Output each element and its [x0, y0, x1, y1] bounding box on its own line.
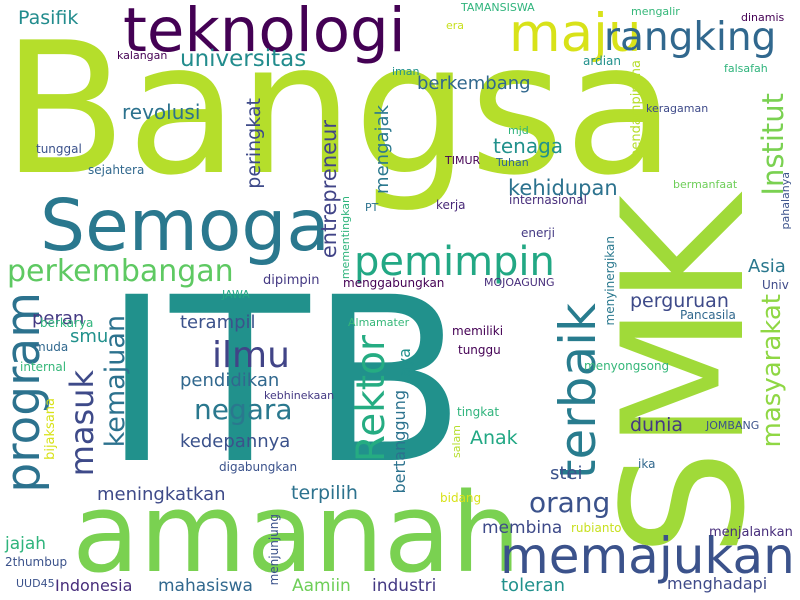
word-jombang: JOMBANG — [706, 419, 760, 432]
word-peran: peran — [32, 308, 85, 329]
word-internasional: internasional — [509, 193, 587, 207]
word-tamansiswa: TAMANSISWA — [461, 1, 535, 14]
word-jawa: JAWA — [222, 288, 250, 301]
word-revolusi: revolusi — [122, 100, 201, 124]
word-bijaksana: bijaksana — [43, 398, 58, 460]
word-perkembangan: perkembangan — [7, 254, 234, 289]
word-kedepannya: kedepannya — [180, 431, 291, 452]
word-mengalir: mengalir — [631, 5, 680, 18]
word-toleran: toleran — [501, 575, 565, 596]
word-dinamis: dinamis — [741, 11, 785, 24]
word-maju: maju — [509, 3, 642, 64]
word-mjd: mjd — [508, 124, 529, 137]
word-internal: internal — [20, 360, 67, 374]
word-tunggu: tunggu — [458, 343, 501, 357]
word-berkembang: berkembang — [417, 73, 531, 94]
word-jajah: jajah — [5, 534, 47, 554]
word-kebhinekaan: kebhinekaan — [264, 389, 335, 402]
word-bermanfaat: bermanfaat — [673, 178, 738, 191]
word-universitas: universitas — [180, 46, 307, 72]
word-orang: orang — [529, 486, 611, 519]
word-uud45: UUD45 — [16, 577, 55, 590]
word-anak: Anak — [470, 427, 518, 449]
word-kerja: kerja — [436, 198, 466, 212]
word-mojoagung: MOJOAGUNG — [484, 276, 555, 289]
word-enerji: enerji — [521, 226, 555, 240]
word-kalangan: kalangan — [117, 49, 168, 62]
word-era: era — [446, 19, 465, 32]
word-aamiin: Aamiin — [292, 576, 351, 596]
word-mengajak: mengajak — [372, 105, 393, 194]
word-rektor: Rektor — [349, 335, 394, 463]
word-menyinergikan: menyinergikan — [603, 236, 617, 326]
word-terbaik: terbaik — [549, 303, 607, 480]
word-pemimpin: pemimpin — [354, 239, 555, 285]
word-pendampinhna: pendampinhna — [629, 60, 644, 158]
word-kehidupan: kehidupan — [508, 176, 618, 200]
word-masyarakat: masyarakat — [757, 294, 787, 448]
word-entrepreneur: entrepreneur — [317, 120, 341, 259]
word-muda: muda — [34, 340, 69, 354]
word-indonesia: Indonesia — [55, 576, 133, 595]
word-rubianto: rubianto — [571, 521, 622, 535]
word-itb: ITB — [103, 248, 466, 514]
word-perguruan: perguruan — [630, 290, 729, 312]
word-mementingkan: mementingkan — [339, 196, 352, 280]
word-2thumbup: 2thumbup — [5, 555, 68, 569]
word-timur: TIMUR — [445, 154, 481, 167]
word-terpilih: terpilih — [291, 482, 358, 504]
word-dunia: dunia — [630, 414, 684, 436]
word-dipimpin: dipimpin — [263, 273, 320, 288]
word-menggabungkan: menggabungkan — [343, 276, 445, 290]
word-keragaman: keragaman — [646, 102, 709, 115]
word-amanah: amanah — [72, 469, 521, 597]
word-meningkatkan: meningkatkan — [97, 484, 226, 505]
word-menyongsong: menyongsong — [584, 359, 670, 373]
word-negara: negara — [194, 393, 293, 426]
word-almamater: Almamater — [348, 316, 410, 329]
word-salam: salam — [450, 425, 463, 458]
word-smk: SMK — [586, 195, 782, 557]
word-digabungkan: digabungkan — [219, 460, 298, 474]
word-pt: PT — [365, 201, 379, 214]
word-rangking: rangking — [604, 15, 777, 60]
word-jaya: jaya — [395, 348, 414, 382]
word-tenaga: tenaga — [493, 134, 564, 158]
word-pancasila: Pancasila — [680, 308, 736, 322]
word-semoga: Semoga — [40, 184, 330, 267]
word-ilmu: ilmu — [212, 335, 290, 376]
word-smu: smu — [70, 326, 109, 347]
word-asia: Asia — [748, 256, 786, 277]
word-memiliki: memiliki — [452, 324, 504, 338]
word-ika: ika — [638, 457, 656, 471]
word-teknologi: teknologi — [123, 0, 406, 66]
word-bangsa: Bangsa — [2, 3, 676, 215]
word-industri: industri — [372, 576, 437, 596]
word-ardian: ardian — [583, 54, 621, 68]
word-bertanggung: bertanggung — [390, 390, 409, 494]
word-menghadapi: menghadapi — [667, 574, 768, 593]
word-berkarya: berkarya — [40, 316, 94, 330]
word-iman: iman — [392, 65, 420, 78]
word-univ: Univ — [762, 278, 789, 292]
word-pahalanya: pahalanya — [779, 172, 792, 230]
word-membina: membina — [482, 518, 563, 538]
word-menjalankan: menjalankan — [709, 525, 793, 540]
word-sejahtera: sejahtera — [88, 163, 145, 177]
word-peringkat: peringkat — [243, 98, 265, 189]
word-terampil: terampil — [180, 312, 256, 333]
word-bidang: bidang — [440, 491, 482, 505]
word-pendidikan: pendidikan — [180, 370, 280, 391]
word-menjunjung: menjunjung — [267, 514, 281, 586]
word-falsafah: falsafah — [724, 62, 768, 75]
word-tingkat: tingkat — [457, 405, 500, 419]
word-masuk: masuk — [63, 370, 101, 477]
word-pasifik: Pasifik — [18, 7, 79, 29]
word-stei: stei — [550, 463, 583, 484]
word-memajukan: memajukan — [500, 527, 795, 585]
word-mahasiswa: mahasiswa — [158, 576, 253, 596]
word-tunggal: tunggal — [36, 142, 82, 156]
word-tuhan: Tuhan — [496, 156, 529, 169]
